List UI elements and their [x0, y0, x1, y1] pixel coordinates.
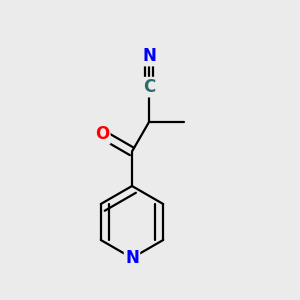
Text: O: O	[95, 125, 109, 143]
Text: N: N	[142, 47, 156, 65]
Text: N: N	[125, 249, 139, 267]
Text: C: C	[143, 78, 155, 96]
